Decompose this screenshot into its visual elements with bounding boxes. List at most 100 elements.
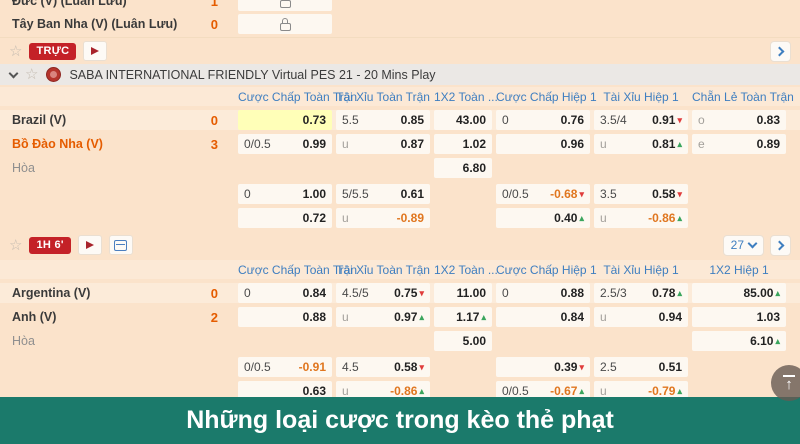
handicap-label: o (698, 113, 705, 127)
odds-cell[interactable]: 3.5 0.58 ▾ (594, 184, 688, 204)
odds-cell[interactable]: 0.40 ▴ (496, 208, 590, 228)
chevron-down-icon[interactable] (8, 68, 19, 78)
odds-cell[interactable]: 0 1.00 (238, 184, 332, 204)
odds-cell[interactable]: 0 0.88 (496, 283, 590, 303)
odds-cell[interactable]: 4.5 0.58 ▾ (336, 357, 430, 377)
odds-value: -0.86 ▴ (648, 211, 682, 225)
team-cell: Anh (V) 2 (2, 307, 234, 327)
favorite-star-icon[interactable]: ☆ (9, 236, 23, 254)
market-count-dropdown[interactable]: 27 (722, 234, 764, 256)
odds-cell[interactable]: 3.5/4 0.91 ▾ (594, 110, 688, 130)
odds-cell[interactable]: 0/0.5 0.99 (238, 134, 332, 154)
handicap-label: u (342, 384, 349, 398)
team-score: 0 (210, 285, 218, 301)
odds-cell[interactable]: 5.5 0.85 (336, 110, 430, 130)
scroll-to-top-button[interactable]: ↑ (771, 365, 800, 401)
odds-cell[interactable]: 43.00 (434, 110, 492, 130)
team-score: 0 (210, 112, 218, 128)
odds-cell[interactable]: u -0.86 ▴ (336, 381, 430, 401)
odds-value: 0.87 (400, 137, 424, 151)
empty-cell (594, 158, 688, 178)
cutoff-match-row: Đức (V) (Luân Lưu) 1 (0, 0, 800, 13)
odds-cell[interactable]: 0.39 ▾ (496, 357, 590, 377)
odds-cell[interactable]: 0.84 (496, 307, 590, 327)
handicap-label: 2.5 (600, 360, 617, 374)
odds-cell[interactable]: 0 0.84 (238, 283, 332, 303)
odds-cell[interactable]: 11.00 (434, 283, 492, 303)
team-cell (2, 184, 234, 204)
odds-row: 0.63 u -0.86 ▴ 0/0.5 -0.67 ▴ u -0.79 ▴ (0, 381, 800, 401)
play-stream-button[interactable] (77, 235, 102, 255)
odds-cell[interactable]: o 0.83 (692, 110, 786, 130)
odds-cell[interactable]: 0.88 (238, 307, 332, 327)
expand-match-button[interactable] (770, 234, 791, 256)
trend-down-icon: ▾ (677, 189, 682, 199)
column-header-row: Cược Chấp Toàn Trận Tài Xỉu Toàn Trận 1X2 … (0, 87, 800, 106)
locked-match-row: Tây Ban Nha (V) (Luân Lưu) 0 (0, 13, 800, 35)
odds-cell[interactable]: u -0.89 (336, 208, 430, 228)
odds-cell[interactable]: u -0.79 ▴ (594, 381, 688, 401)
odds-cell[interactable]: 0/0.5 -0.67 ▴ (496, 381, 590, 401)
odds-cell[interactable]: 2.5/3 0.78 ▴ (594, 283, 688, 303)
odds-cell[interactable]: 0.73 (238, 110, 332, 130)
odds-cell[interactable]: u 0.81 ▴ (594, 134, 688, 154)
odds-cell[interactable]: u 0.87 (336, 134, 430, 154)
favorite-star-icon[interactable]: ☆ (9, 42, 23, 60)
odds-cell[interactable]: 0.63 (238, 381, 332, 401)
expand-match-button[interactable] (770, 40, 791, 62)
odds-cell[interactable]: e 0.89 (692, 134, 786, 154)
odds-cell[interactable]: 1.02 (434, 134, 492, 154)
odds-cell[interactable]: 0 0.76 (496, 110, 590, 130)
odds-cell[interactable]: 1.17 ▴ (434, 307, 492, 327)
match-row: Bồ Đào Nha (V) 3 0/0.5 0.99 u 0.87 1.02 0.96 u 0.… (0, 134, 800, 154)
scroll-top-bar-icon (783, 374, 795, 377)
odds-cell[interactable]: 0/0.5 -0.68 ▾ (496, 184, 590, 204)
match2-odds-table: Cược Chấp Toàn Trận Tài Xỉu Toàn Trận 1X2 … (0, 260, 800, 401)
odds-cell[interactable]: 5.00 (434, 331, 492, 351)
odds-cell[interactable]: 5/5.5 0.61 (336, 184, 430, 204)
odds-value: 0.76 (560, 113, 584, 127)
handicap-label: 0 (244, 286, 251, 300)
trend-up-icon: ▴ (775, 288, 780, 298)
handicap-label: 0/0.5 (244, 137, 271, 151)
odds-value: 43.00 (455, 113, 486, 127)
divider (0, 37, 800, 38)
odds-cell[interactable]: 0.96 (496, 134, 590, 154)
odds-value: 0.97 ▴ (394, 310, 424, 324)
play-stream-button[interactable] (83, 41, 108, 61)
odds-cell[interactable]: 6.10 ▴ (692, 331, 786, 351)
odds-cell[interactable]: u 0.94 (594, 307, 688, 327)
match-time-badge: 1H 6' (29, 236, 71, 254)
stats-button[interactable] (108, 235, 133, 255)
odds-value: 1.00 (302, 187, 326, 201)
odds-cell[interactable]: u 0.97 ▴ (336, 307, 430, 327)
league-logo (46, 67, 62, 82)
team-cell: Bồ Đào Nha (V) 3 (2, 134, 234, 154)
odds-cell[interactable]: u -0.86 ▴ (594, 208, 688, 228)
handicap-label: 5.5 (342, 113, 359, 127)
odds-cell[interactable]: 85.00 ▴ (692, 283, 786, 303)
empty-cell (336, 331, 430, 351)
odds-cell[interactable]: 0.72 (238, 208, 332, 228)
column-header: Tài Xỉu Hiệp 1 (603, 89, 679, 104)
team-cell: Argentina (V) 0 (2, 283, 234, 303)
handicap-label: 0/0.5 (244, 360, 271, 374)
odds-cell[interactable]: 4.5/5 0.75 ▾ (336, 283, 430, 303)
odds-cell[interactable]: 0/0.5 -0.91 (238, 357, 332, 377)
odds-value: -0.79 ▴ (648, 384, 682, 398)
favorite-star-icon[interactable]: ☆ (25, 66, 39, 83)
league-header[interactable]: ☆ SABA INTERNATIONAL FRIENDLY Virtual PE… (0, 64, 800, 85)
column-header: Chẵn Lẻ Toàn Trận (692, 89, 794, 104)
empty-cell (496, 331, 590, 351)
match-row: Hòa 5.00 6.10 ▴ (0, 331, 800, 351)
odds-cell[interactable]: 6.80 (434, 158, 492, 178)
team-score: 3 (210, 136, 218, 152)
column-header: Tài Xỉu Hiệp 1 (603, 262, 679, 277)
handicap-label: 4.5/5 (342, 286, 369, 300)
odds-value: 0.75 ▾ (394, 286, 424, 300)
chevron-right-icon (774, 46, 785, 56)
odds-cell[interactable]: 1.03 (692, 307, 786, 327)
odds-cell[interactable]: 2.5 0.51 (594, 357, 688, 377)
handicap-label: 4.5 (342, 360, 359, 374)
handicap-label: 0 (502, 286, 509, 300)
